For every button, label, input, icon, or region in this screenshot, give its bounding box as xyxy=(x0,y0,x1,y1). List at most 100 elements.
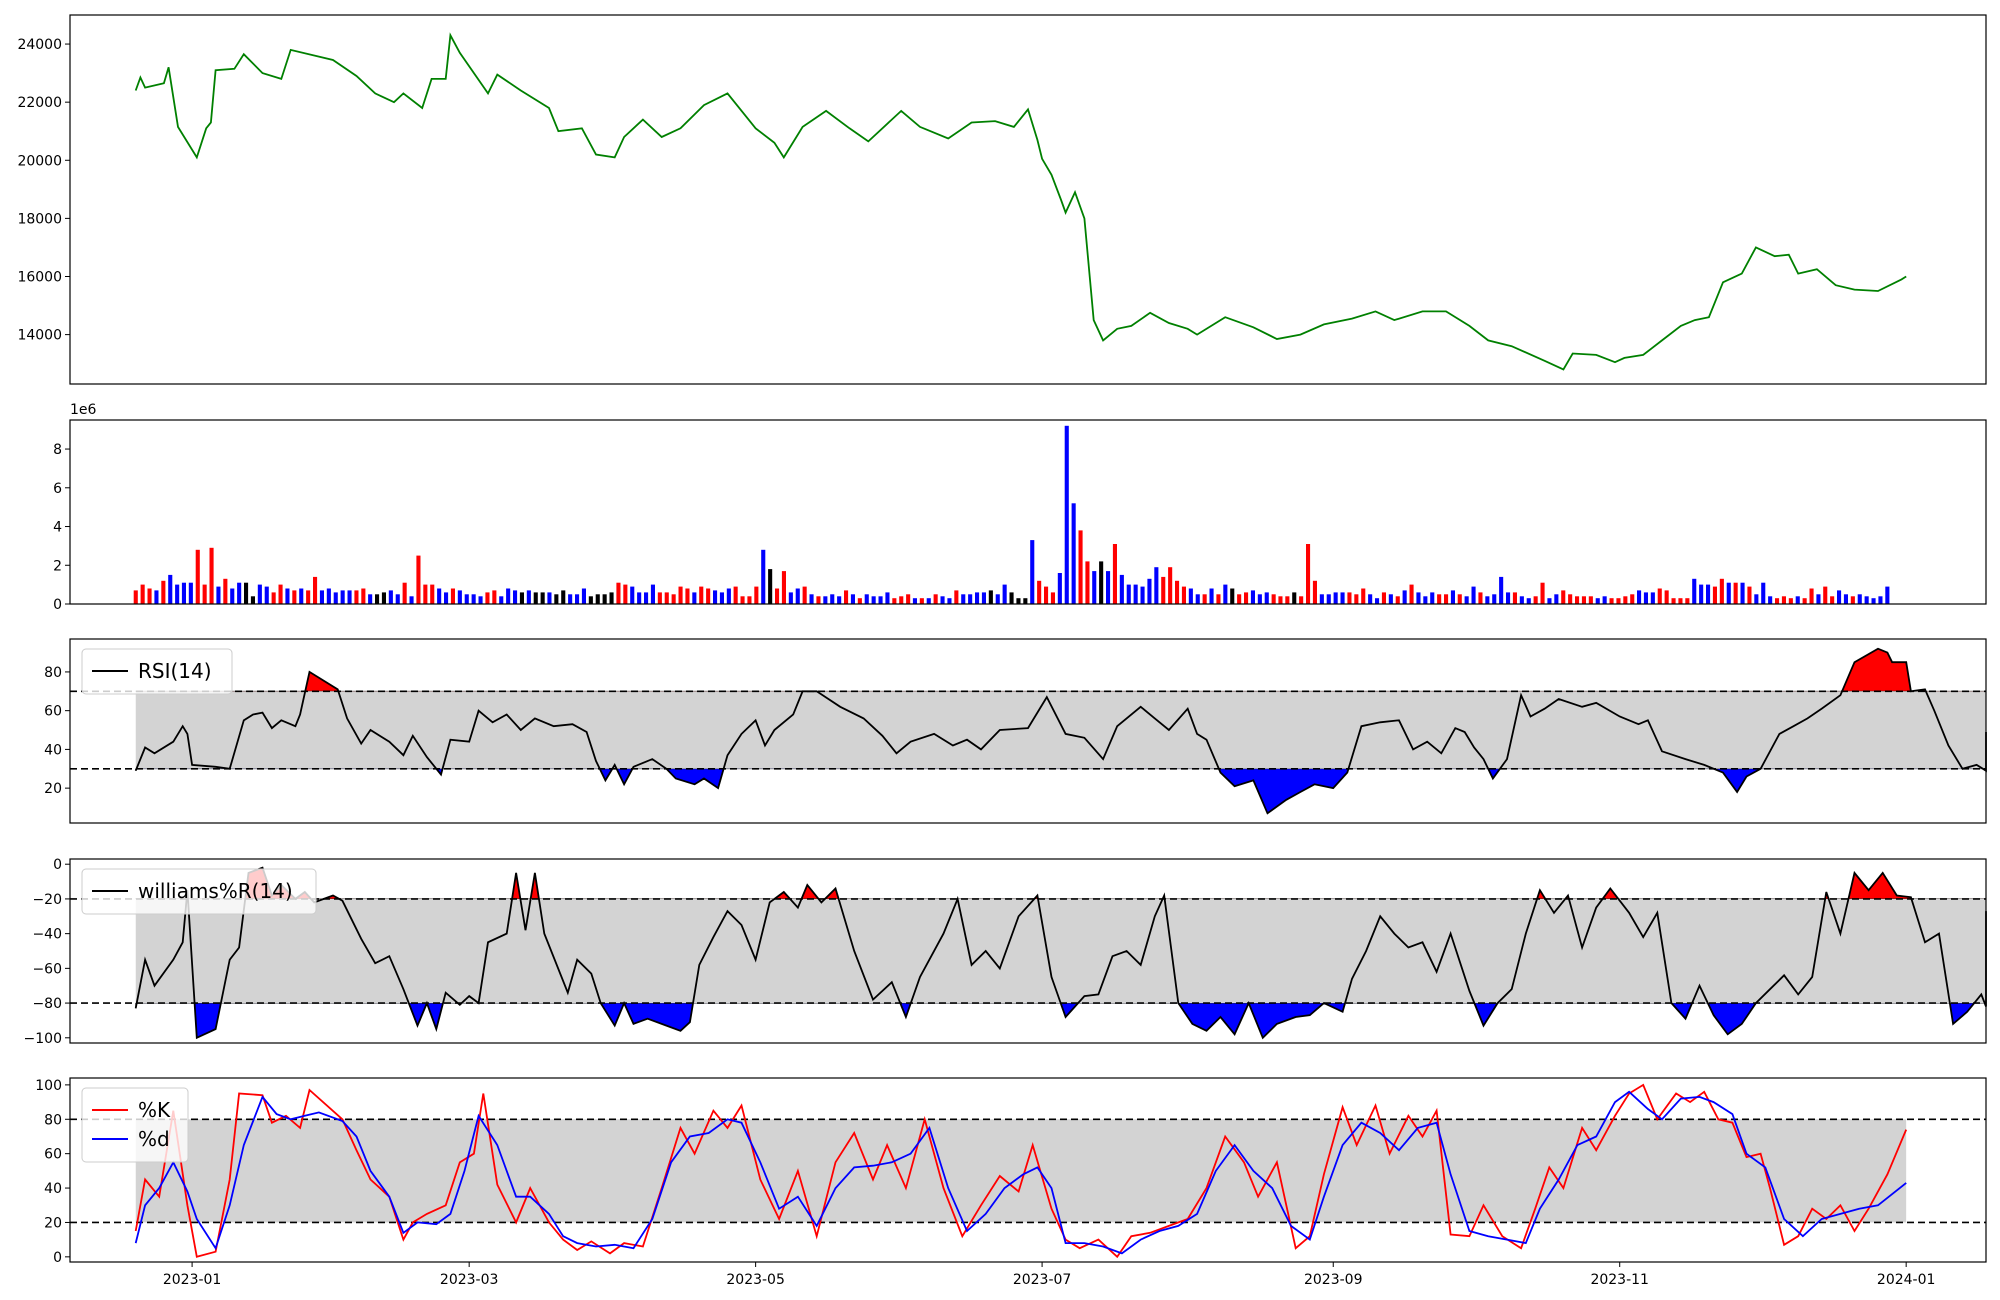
volume-bar xyxy=(637,592,642,604)
volume-bar xyxy=(1878,596,1883,604)
volume-bar xyxy=(1050,592,1055,604)
volume-bar xyxy=(740,596,745,604)
volume-bar xyxy=(1285,596,1290,604)
price-panel: 14000 16000 18000 20000 22000 24000 xyxy=(17,14,1987,385)
volume-bar xyxy=(1650,592,1655,604)
volume-bar xyxy=(961,594,966,604)
volume-bar xyxy=(1354,594,1359,604)
volume-offset-label: 1e6 xyxy=(70,402,97,418)
stochastic-legend-label: %d xyxy=(138,1127,170,1151)
volume-bar xyxy=(1023,598,1028,604)
williams-r-y-tick-label: −20 xyxy=(32,892,62,908)
volume-bar xyxy=(630,586,635,604)
volume-bar xyxy=(1250,590,1255,604)
volume-bar xyxy=(1037,580,1042,604)
volume-bar xyxy=(388,590,393,604)
volume-bar xyxy=(1154,567,1159,604)
volume-bar xyxy=(1430,592,1435,604)
volume-bar xyxy=(1402,590,1407,604)
volume-bar xyxy=(823,596,828,604)
volume-bar xyxy=(1326,594,1331,604)
price-axes-frame xyxy=(69,14,1987,385)
volume-bar xyxy=(1788,598,1793,604)
volume-bar xyxy=(202,584,207,604)
volume-bar xyxy=(1278,596,1283,604)
volume-bar xyxy=(719,592,724,604)
stochastic-y-tick-label: 100 xyxy=(35,1078,62,1094)
volume-y-tick-label: 6 xyxy=(53,481,62,497)
volume-bar xyxy=(706,588,711,604)
williams-r-axes-frame xyxy=(69,858,1987,1044)
volume-bar xyxy=(1685,598,1690,604)
volume-bar xyxy=(161,580,166,604)
volume-bar xyxy=(506,588,511,604)
volume-bar xyxy=(464,594,469,604)
volume-bar xyxy=(1112,544,1117,604)
volume-bar xyxy=(1057,573,1062,604)
volume-bar xyxy=(747,596,752,604)
volume-bar xyxy=(781,571,786,604)
volume-bar xyxy=(450,588,455,604)
volume-bar xyxy=(1609,598,1614,604)
volume-bar xyxy=(885,592,890,604)
volume-bar xyxy=(402,582,407,604)
volume-bar xyxy=(195,549,200,604)
volume-bar xyxy=(1471,586,1476,604)
volume-bar xyxy=(368,594,373,604)
volume-bar xyxy=(519,592,524,604)
price-y-tick-label: 24000 xyxy=(17,37,62,53)
volume-bar xyxy=(230,588,235,604)
volume-bar xyxy=(1837,590,1842,604)
volume-bar xyxy=(250,596,255,604)
volume-bar xyxy=(1106,571,1111,604)
volume-bar xyxy=(912,598,917,604)
volume-bar xyxy=(1271,594,1276,604)
volume-bar xyxy=(1306,544,1311,604)
volume-bar xyxy=(478,596,483,604)
volume-bar xyxy=(1761,582,1766,604)
williams-r-panel: −100 −80 −60 −40 −20 0 williams%R(14) xyxy=(24,857,1987,1047)
x-tick-label: 2023-07 xyxy=(1013,1272,1072,1288)
volume-bar xyxy=(237,582,242,604)
volume-bar xyxy=(650,584,655,604)
volume-bar xyxy=(871,596,876,604)
volume-bar xyxy=(568,594,573,604)
volume-bar xyxy=(1506,592,1511,604)
volume-bar xyxy=(857,598,862,604)
volume-bar xyxy=(1816,594,1821,604)
volume-bar xyxy=(1361,588,1366,604)
volume-bar xyxy=(919,598,924,604)
volume-bar xyxy=(1637,590,1642,604)
volume-bar xyxy=(181,582,186,604)
volume-bar xyxy=(1519,596,1524,604)
volume-bar xyxy=(775,588,780,604)
volume-bar xyxy=(1781,596,1786,604)
volume-bar xyxy=(1671,598,1676,604)
volume-bar xyxy=(1664,590,1669,604)
volume-bar xyxy=(1264,592,1269,604)
stochastic-y-tick-label: 60 xyxy=(44,1147,62,1163)
volume-bar xyxy=(1719,578,1724,604)
volume-bar xyxy=(671,594,676,604)
volume-bar xyxy=(1561,590,1566,604)
stochastic-panel: 0 20 40 60 80 100 2023-01 2023-03 2023-05 2023-07… xyxy=(35,1077,1987,1288)
volume-bar xyxy=(726,588,731,604)
volume-y-tick-label: 2 xyxy=(53,558,62,574)
volume-bar xyxy=(699,586,704,604)
price-y-tick-label: 20000 xyxy=(17,153,62,169)
volume-bar xyxy=(1237,594,1242,604)
volume-bar xyxy=(147,588,152,604)
volume-bar xyxy=(713,590,718,604)
volume-bar xyxy=(1492,594,1497,604)
volume-bar xyxy=(1140,586,1145,604)
rsi-y-tick-label: 40 xyxy=(44,742,62,758)
x-tick-label: 2023-05 xyxy=(726,1272,785,1288)
volume-bar xyxy=(1692,578,1697,604)
volume-bar xyxy=(850,594,855,604)
volume-bar xyxy=(347,590,352,604)
volume-bar xyxy=(188,582,193,604)
volume-bar xyxy=(168,574,173,604)
volume-y-tick-label: 4 xyxy=(53,520,62,536)
volume-bar xyxy=(837,596,842,604)
rsi-panel: 20 40 60 80 RSI(14) xyxy=(44,638,1987,824)
